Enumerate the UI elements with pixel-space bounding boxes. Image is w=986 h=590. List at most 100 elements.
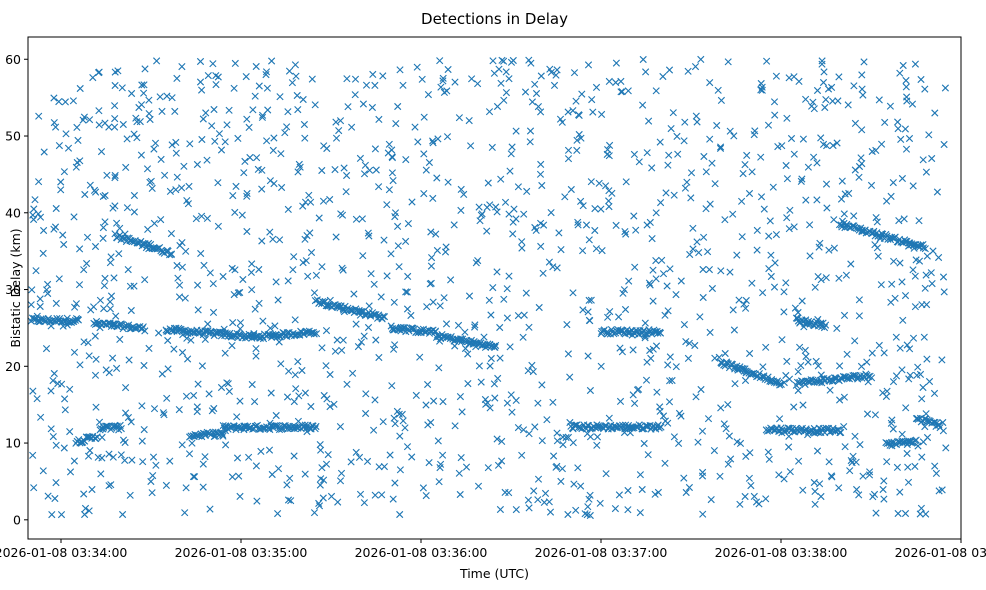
detection-point: [522, 289, 530, 297]
detection-point: [91, 242, 100, 251]
detection-point: [141, 65, 149, 73]
detection-point: [534, 496, 542, 504]
detection-point: [338, 346, 346, 354]
detection-point: [418, 75, 426, 83]
detection-point: [617, 77, 625, 85]
detection-point: [670, 433, 678, 441]
detection-point: [894, 509, 902, 518]
detection-point: [811, 487, 819, 495]
detection-point: [923, 301, 931, 309]
detection-point: [822, 274, 830, 282]
detection-point: [318, 263, 326, 271]
detection-point: [496, 354, 504, 362]
detection-point: [350, 290, 358, 298]
detection-point: [365, 302, 373, 310]
detection-point: [312, 422, 320, 431]
detection-point: [320, 142, 328, 150]
detection-point: [765, 455, 773, 463]
detection-point: [940, 288, 948, 296]
detection-point: [194, 329, 202, 337]
detection-point: [484, 179, 492, 187]
detection-point: [240, 169, 248, 177]
detection-point: [817, 134, 825, 142]
detection-point: [877, 281, 885, 289]
detection-point: [903, 449, 911, 458]
detection-point: [76, 439, 84, 447]
detection-point: [95, 107, 103, 115]
detection-point: [359, 252, 367, 260]
detection-point: [553, 462, 561, 470]
detection-point: [412, 391, 420, 399]
detection-point: [86, 116, 94, 124]
detection-point: [661, 459, 669, 467]
detection-point: [105, 482, 113, 490]
detection-point: [481, 395, 489, 404]
detection-point: [197, 249, 205, 258]
detection-point: [166, 251, 174, 259]
detection-point: [34, 210, 42, 218]
detection-point: [220, 325, 228, 333]
detection-point: [771, 111, 779, 119]
detection-point: [564, 146, 573, 154]
detection-point: [673, 132, 681, 140]
detection-point: [685, 483, 693, 492]
detection-point: [496, 505, 504, 514]
detection-point: [561, 193, 569, 201]
detection-point: [776, 415, 784, 423]
detection-point: [81, 510, 89, 519]
detection-point: [272, 411, 280, 420]
detection-point: [597, 205, 605, 213]
detection-point: [879, 485, 887, 494]
detection-point: [475, 203, 483, 211]
detection-point: [302, 257, 310, 265]
detection-point: [290, 398, 298, 406]
detection-point: [780, 288, 788, 296]
detection-point: [391, 479, 399, 487]
detection-point: [428, 254, 436, 262]
detection-point: [359, 100, 367, 108]
detection-point: [641, 332, 649, 340]
detection-point: [523, 187, 531, 195]
detection-point: [320, 476, 328, 484]
detection-point: [375, 115, 383, 123]
detection-point: [57, 186, 65, 194]
detection-point: [84, 452, 93, 460]
detection-point: [835, 73, 843, 81]
detection-point: [139, 458, 147, 466]
detection-point: [898, 366, 906, 374]
detection-point: [356, 490, 365, 498]
detection-point: [840, 311, 849, 319]
detection-point: [414, 138, 422, 146]
y-axis: 0 10 20 30 40 50 60: [5, 52, 28, 527]
detection-point: [126, 282, 134, 290]
detection-point: [356, 154, 364, 162]
detection-point: [605, 414, 613, 422]
detection-point: [145, 344, 153, 352]
detection-point: [272, 278, 280, 286]
detection-point: [363, 457, 372, 465]
detection-point: [850, 82, 858, 90]
detection-point: [230, 291, 238, 299]
detection-point: [269, 331, 277, 339]
detection-point: [194, 306, 202, 314]
detection-point: [267, 422, 275, 430]
detection-point: [144, 225, 152, 233]
detection-point: [574, 218, 582, 226]
detection-point: [457, 335, 465, 343]
detection-point: [99, 224, 107, 232]
detection-point: [294, 358, 302, 366]
detection-point: [290, 452, 298, 460]
detection-point: [829, 97, 837, 105]
detection-point: [591, 226, 599, 235]
detection-point: [939, 273, 948, 281]
detection-point: [493, 102, 502, 111]
detection-point: [543, 416, 551, 424]
detection-point: [352, 448, 360, 456]
detection-point: [537, 242, 545, 250]
detection-point: [185, 182, 193, 190]
detection-point: [785, 432, 793, 440]
detection-point: [746, 449, 754, 457]
detection-point: [248, 260, 256, 268]
detection-point: [423, 303, 431, 311]
detection-point: [505, 75, 513, 83]
